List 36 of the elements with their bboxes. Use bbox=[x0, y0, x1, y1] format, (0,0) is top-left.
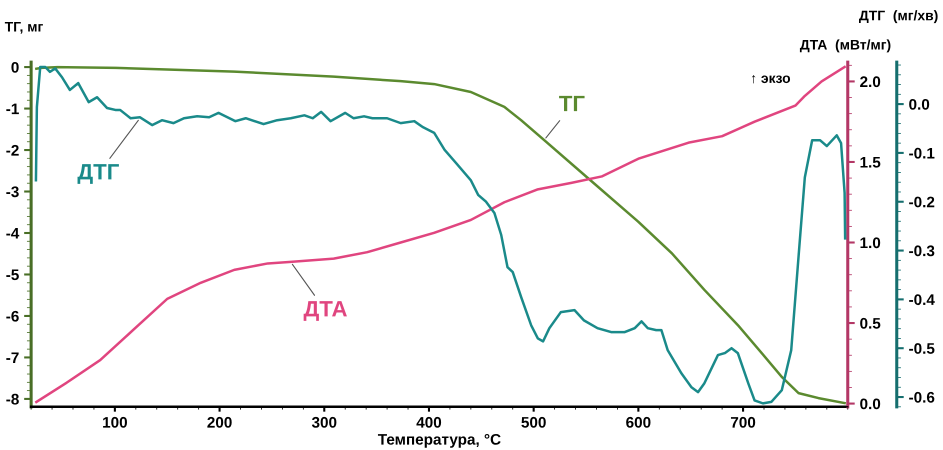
y-axis-title: ТГ, мг bbox=[4, 22, 43, 34]
y2-axis-title: ДТА (мВт/мг) bbox=[800, 39, 890, 52]
annotation: ↑ экзо bbox=[752, 75, 790, 84]
x-tick-label: 500 bbox=[521, 416, 546, 428]
y-tick-label: -3 bbox=[6, 186, 19, 198]
y3-tick-label: -0.1 bbox=[909, 148, 934, 159]
x-tick-label: 700 bbox=[730, 416, 756, 428]
y-tick-label: -4 bbox=[6, 228, 20, 239]
y-tick-label: 0 bbox=[11, 62, 19, 73]
y2-tick-label: 2.0 bbox=[860, 76, 880, 88]
y3-axis-title: ДТГ (мг/хв) bbox=[859, 10, 938, 24]
y-tick-label: -2 bbox=[6, 144, 19, 156]
y3-tick-label: -0.3 bbox=[909, 245, 934, 256]
y3-tick-label: -0.4 bbox=[909, 294, 935, 306]
y3-tick-label: -0.2 bbox=[909, 196, 934, 208]
annotation: ДТА bbox=[304, 301, 347, 321]
x-axis-title: Температура, °C bbox=[378, 434, 501, 448]
y3-tick-label: 0.0 bbox=[909, 98, 930, 110]
x-tick-label: 200 bbox=[207, 416, 232, 428]
y2-tick-label: 0.5 bbox=[860, 318, 880, 329]
y2-tick-label: 0.0 bbox=[860, 398, 880, 410]
y-tick-label: -8 bbox=[6, 394, 19, 405]
y-tick-label: -7 bbox=[6, 352, 19, 363]
y-tick-label: -6 bbox=[6, 310, 19, 322]
y3-tick-label: -0.6 bbox=[909, 392, 934, 403]
y2-tick-label: 1.0 bbox=[860, 237, 880, 248]
y-tick-label: -1 bbox=[6, 104, 19, 114]
y-tick-label: -5 bbox=[6, 270, 19, 280]
x-tick-label: 600 bbox=[626, 416, 650, 428]
annotation: ДТГ bbox=[78, 164, 119, 184]
annotation: ТГ bbox=[559, 96, 585, 112]
x-tick-label: 400 bbox=[416, 416, 442, 428]
x-tick-label: 300 bbox=[312, 416, 336, 428]
x-tick-label: 100 bbox=[103, 416, 127, 428]
y3-tick-label: -0.5 bbox=[909, 343, 934, 354]
y2-tick-label: 1.5 bbox=[860, 156, 880, 168]
